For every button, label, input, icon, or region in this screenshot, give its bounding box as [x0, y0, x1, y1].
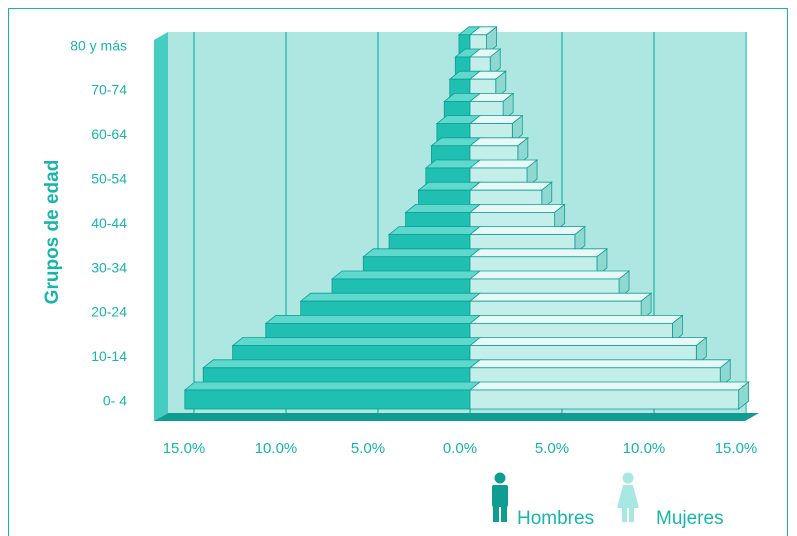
bar-top-face — [299, 292, 482, 302]
bar-top-face — [468, 337, 708, 347]
female-person-icon — [617, 472, 639, 522]
y-tick-label: 0- 4 — [103, 393, 127, 409]
bar-front-face — [469, 389, 740, 410]
x-tick-label: 5.0% — [351, 440, 385, 457]
y-tick-label: 10-14 — [91, 348, 127, 364]
bar-hombres — [183, 381, 482, 410]
y-tick-label: 70-74 — [91, 82, 127, 98]
bar-top-face — [468, 248, 609, 258]
bar-top-face — [362, 248, 482, 258]
bar-top-face — [468, 359, 732, 369]
male-person-icon — [492, 472, 508, 522]
bar-top-face — [183, 381, 482, 391]
x-tick-label: 10.0% — [623, 440, 666, 457]
x-axis-ticks: 15.0% 10.0% 5.0% 0.0% 5.0% 10.0% 15.0% — [163, 440, 758, 457]
bar-top-face — [468, 159, 539, 169]
bar-top-face — [468, 270, 631, 280]
legend-label-mujeres: Mujeres — [656, 508, 724, 529]
bar-top-face — [404, 203, 482, 213]
bar-top-face — [468, 226, 587, 236]
x-tick-label: 0.0% — [443, 440, 477, 457]
legend-label-hombres: Hombres — [517, 508, 594, 529]
chart-frame — [8, 8, 788, 536]
y-tick-label: 50-54 — [91, 171, 127, 187]
bar-top-face — [468, 181, 553, 191]
bar-front-face — [184, 389, 471, 410]
bar-top-face — [387, 226, 482, 236]
left-side-wall — [154, 32, 168, 421]
bar-mujeres — [468, 381, 750, 410]
bar-top-face — [468, 292, 653, 302]
legend: Hombres Mujeres — [492, 472, 724, 529]
bar-top-face — [468, 381, 750, 391]
y-tick-label: 80 y más — [70, 37, 127, 53]
y-axis-label: Grupos de edad — [42, 160, 63, 305]
bar-top-face — [264, 314, 482, 324]
chart-bars — [183, 25, 750, 410]
bar-top-face — [202, 359, 482, 369]
y-tick-label: 20-24 — [91, 304, 127, 320]
x-tick-label: 15.0% — [715, 440, 758, 457]
x-tick-label: 5.0% — [535, 440, 569, 457]
y-tick-label: 40-44 — [91, 215, 127, 231]
bar-top-face — [231, 337, 482, 347]
floor-edge — [154, 413, 759, 421]
bar-top-face — [417, 181, 482, 191]
bar-top-face — [468, 203, 566, 213]
bar-mujeres — [468, 203, 566, 233]
y-axis-ticks: 0- 4 10-14 20-24 30-34 40-44 50-54 60-64 70-74 8… — [70, 37, 127, 408]
bar-top-face — [330, 270, 482, 280]
y-tick-label: 60-64 — [91, 126, 127, 142]
y-tick-label: 30-34 — [91, 259, 127, 275]
x-tick-label: 15.0% — [163, 440, 206, 457]
bar-top-face — [468, 314, 684, 324]
x-tick-label: 10.0% — [255, 440, 298, 457]
